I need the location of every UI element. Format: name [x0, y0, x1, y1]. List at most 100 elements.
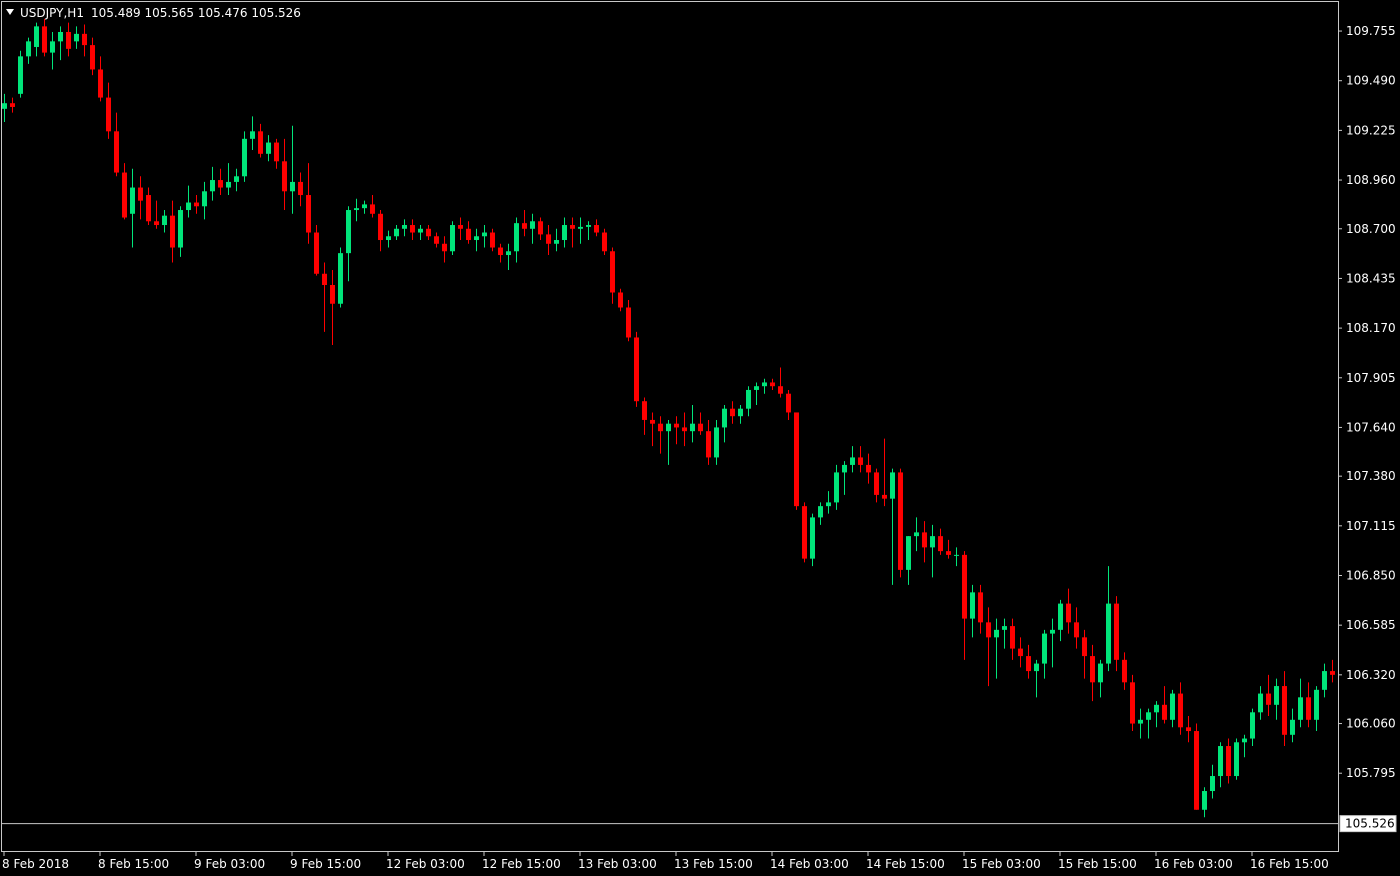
candle	[970, 584, 975, 638]
candle-body	[1170, 693, 1175, 720]
candle-body	[426, 228, 431, 237]
candle	[938, 528, 943, 555]
candle-body	[666, 423, 671, 432]
candle-body	[610, 251, 615, 293]
candle	[746, 386, 751, 417]
candle-body	[434, 236, 439, 244]
candle-body	[602, 232, 607, 252]
candle-body	[658, 423, 663, 432]
candle-body	[1314, 689, 1319, 720]
candle-body	[946, 551, 951, 555]
y-axis: 109.755 109.490 109.225 108.960 108.700 108.4…	[1338, 24, 1396, 780]
candle-body	[130, 187, 135, 214]
candle	[426, 225, 431, 241]
candle-body	[1082, 637, 1087, 657]
y-tick-label: 106.060	[1346, 717, 1396, 731]
candle-body	[1210, 776, 1215, 792]
candle	[794, 412, 799, 510]
candle	[234, 168, 239, 192]
candle	[2, 93, 7, 122]
candle	[466, 221, 471, 244]
candle	[1082, 629, 1087, 679]
candle-body	[306, 195, 311, 233]
candle	[658, 416, 663, 454]
x-tick-label: 16 Feb 15:00	[1250, 857, 1329, 871]
y-tick-label: 108.435	[1346, 271, 1396, 285]
candle-body	[362, 204, 367, 209]
candle	[338, 247, 343, 308]
candle	[362, 200, 367, 214]
candle-body	[1226, 746, 1231, 777]
candle	[1042, 629, 1047, 679]
candle	[826, 491, 831, 514]
candle	[1050, 618, 1055, 668]
candle	[410, 219, 415, 241]
candle-body	[34, 26, 39, 47]
candle-body	[730, 408, 735, 417]
candle-body	[994, 629, 999, 638]
candle	[650, 412, 655, 447]
candle-body	[1218, 746, 1223, 777]
candle-body	[1138, 719, 1143, 724]
candle	[1210, 764, 1215, 799]
candle	[58, 26, 63, 61]
candle-body	[106, 97, 111, 132]
x-tick-label: 9 Feb 15:00	[290, 857, 361, 871]
candle	[218, 168, 223, 196]
candle-body	[930, 536, 935, 548]
candle	[50, 31, 55, 70]
candle	[314, 225, 319, 276]
candle-body	[290, 181, 295, 192]
candle	[842, 461, 847, 495]
candle	[186, 185, 191, 218]
candle	[922, 521, 927, 563]
candle	[90, 37, 95, 76]
candle	[1170, 689, 1175, 728]
candle-body	[1258, 693, 1263, 713]
candle-body	[490, 232, 495, 248]
candle	[1162, 686, 1167, 724]
candle	[74, 26, 79, 49]
candle	[1034, 659, 1039, 698]
candle-body	[1050, 629, 1055, 634]
candle	[506, 243, 511, 271]
candle	[1154, 701, 1159, 728]
candle	[482, 225, 487, 248]
y-tick-label: 105.795	[1346, 766, 1396, 780]
candle	[258, 123, 263, 158]
y-tick-label: 106.320	[1346, 668, 1396, 682]
candle	[282, 138, 287, 211]
candle-body	[482, 232, 487, 237]
candle	[146, 187, 151, 226]
current-price-marker: 105.526	[2, 815, 1397, 833]
candle	[1298, 678, 1303, 728]
candle	[114, 112, 119, 177]
candle	[1322, 663, 1327, 698]
candle-body	[770, 382, 775, 387]
candle-body	[1002, 626, 1007, 630]
candle-body	[402, 225, 407, 229]
candle-body	[410, 225, 415, 233]
candle	[1218, 742, 1223, 788]
candle-body	[786, 393, 791, 413]
candle	[386, 230, 391, 248]
candle	[1290, 708, 1295, 743]
candle	[42, 18, 47, 57]
candle	[586, 221, 591, 241]
candle-body	[594, 225, 599, 233]
candle	[490, 228, 495, 252]
candle-body	[1018, 648, 1023, 657]
candle-body	[530, 221, 535, 229]
y-tick-label: 108.170	[1346, 321, 1396, 335]
candle-body	[914, 532, 919, 537]
candle-body	[1066, 603, 1071, 623]
triangle-down-icon[interactable]	[6, 9, 14, 15]
x-tick-label: 13 Feb 03:00	[578, 857, 657, 871]
candle	[1066, 588, 1071, 634]
candle-body	[1266, 693, 1271, 705]
candle	[770, 378, 775, 390]
candle-body	[738, 408, 743, 417]
candle	[1258, 686, 1263, 720]
